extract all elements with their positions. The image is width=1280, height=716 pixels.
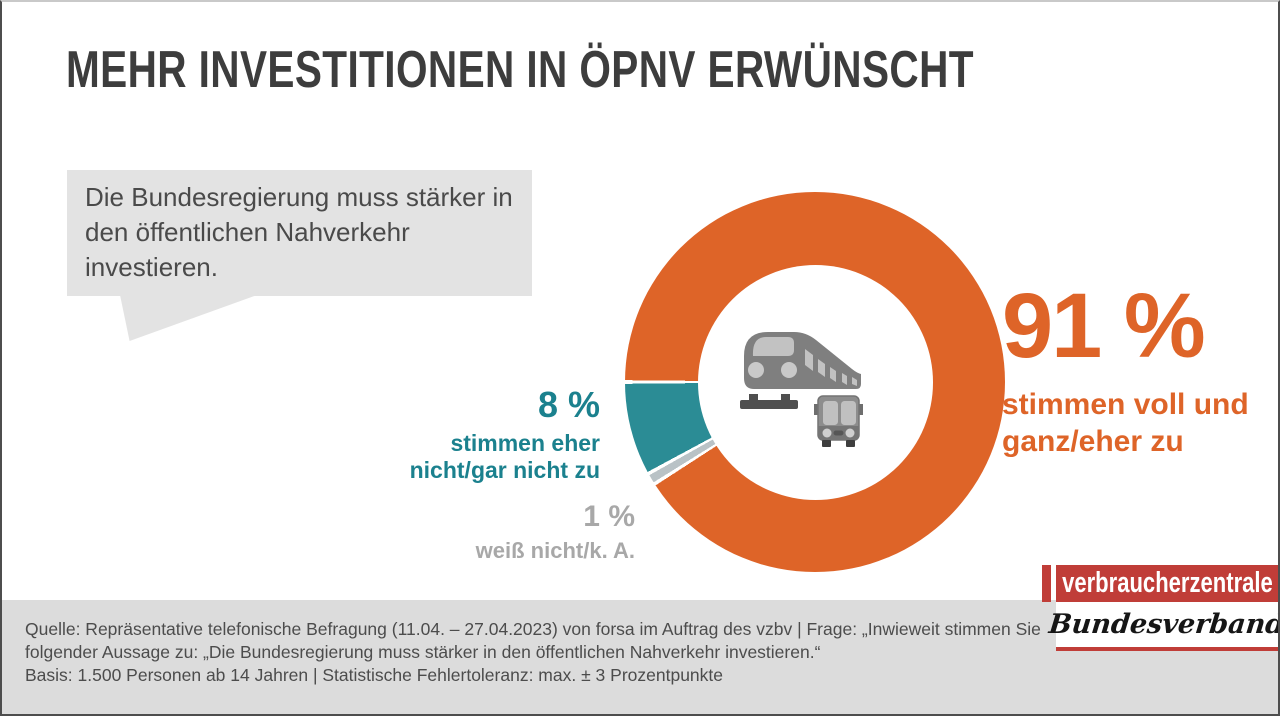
- bus-icon: [814, 395, 863, 447]
- agree-value: 91 %: [1002, 275, 1206, 377]
- disagree-label: stimmen eher nicht/gar nicht zu: [409, 430, 600, 483]
- logo-red-sliver: [1042, 565, 1051, 602]
- disagree-value: 8 %: [537, 384, 600, 425]
- logo-red-underline: [1056, 647, 1278, 651]
- logo-red-band: verbraucherzentrale: [1056, 565, 1278, 602]
- vzbv-logo: verbraucherzentrale Bundesverband: [1042, 565, 1278, 653]
- logo-wordmark: verbraucherzentrale: [1062, 567, 1273, 599]
- logo-script: Bundesverband: [1047, 609, 1280, 640]
- agree-label: stimmen voll und ganz/eher zu: [1002, 388, 1249, 458]
- donut-chart: [625, 192, 1005, 572]
- callout-dont-know: 1 % weiß nicht/k. A.: [476, 502, 635, 564]
- dont-know-label: weiß nicht/k. A.: [475, 538, 635, 563]
- speech-bubble: Die Bundesregierung muss stärker in den …: [67, 170, 532, 296]
- dont-know-value: 1 %: [583, 500, 635, 533]
- train-and-bus-icon: [740, 332, 863, 447]
- platform-icon: [740, 394, 798, 409]
- callout-disagree: 8 % stimmen eher nicht/gar nicht zu: [410, 387, 600, 484]
- logo-white-band: Bundesverband: [1048, 602, 1278, 647]
- speech-bubble-tail: [120, 295, 257, 341]
- callout-agree: 91 % stimmen voll und ganz/eher zu: [1002, 280, 1249, 460]
- page-title: MEHR INVESTITIONEN IN ÖPNV ERWÜNSCHT: [66, 41, 974, 99]
- source-text: Quelle: Repräsentative telefonische Befr…: [25, 619, 1041, 685]
- train-icon: [744, 332, 861, 389]
